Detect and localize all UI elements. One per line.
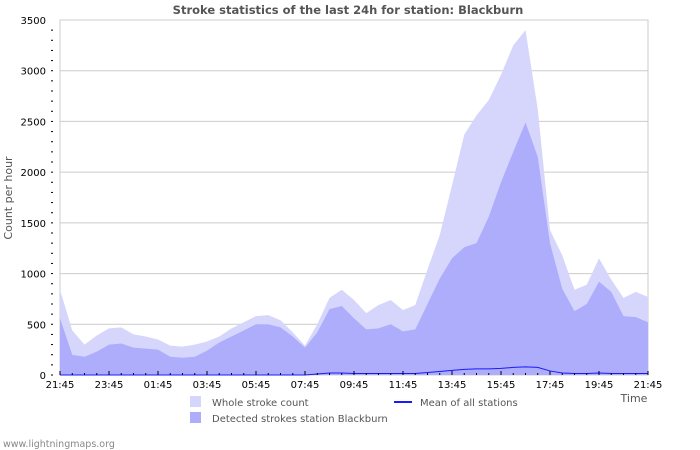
y-tick-label: 1000 [21, 270, 46, 281]
y-tick-label: 2500 [21, 117, 46, 128]
x-tick-label: 13:45 [438, 380, 467, 391]
y-tick-label: 3000 [21, 67, 46, 78]
x-tick-label: 23:45 [95, 380, 124, 391]
legend-swatch-detected [190, 412, 201, 423]
x-tick-label: 15:45 [487, 380, 516, 391]
x-tick-label: 01:45 [144, 380, 173, 391]
legend-label-detected: Detected strokes station Blackburn [212, 414, 388, 425]
x-tick-label: 21:45 [634, 380, 663, 391]
chart-title: Stroke statistics of the last 24h for st… [173, 3, 524, 17]
x-tick-label: 19:45 [585, 380, 614, 391]
y-tick-label: 3500 [21, 16, 46, 27]
legend: Whole stroke count Detected strokes stat… [190, 396, 518, 425]
x-tick-label: 09:45 [340, 380, 369, 391]
y-axis-label: Count per hour [2, 156, 15, 240]
x-tick-label: 17:45 [536, 380, 565, 391]
legend-swatch-whole [190, 396, 201, 407]
y-tick-label: 2000 [21, 168, 46, 179]
area-series-1 [60, 122, 648, 375]
legend-label-whole: Whole stroke count [212, 398, 309, 409]
legend-label-mean: Mean of all stations [420, 398, 518, 409]
x-tick-label: 11:45 [389, 380, 418, 391]
y-tick-label: 500 [27, 320, 46, 331]
x-tick-label: 05:45 [242, 380, 271, 391]
y-tick-label: 1500 [21, 219, 46, 230]
x-tick-label: 07:45 [291, 380, 320, 391]
x-tick-label: 03:45 [193, 380, 222, 391]
x-tick-label: 21:45 [46, 380, 75, 391]
y-tick-label: 0 [40, 371, 46, 382]
footer-credit: www.lightningmaps.org [3, 439, 115, 450]
x-axis-label: Time [620, 392, 648, 405]
